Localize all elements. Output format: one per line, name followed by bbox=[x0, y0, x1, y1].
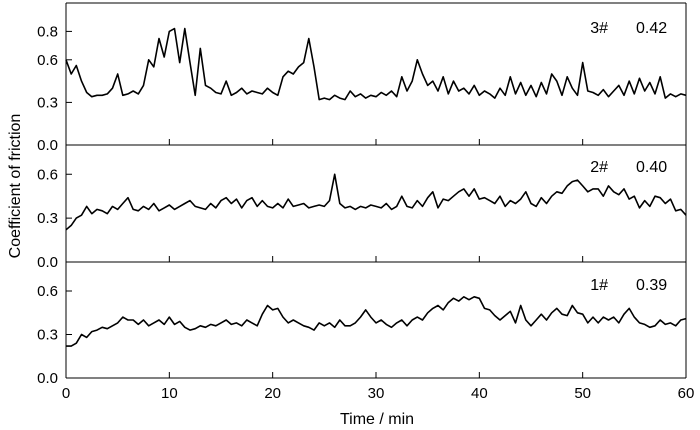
x-tick-label: 40 bbox=[471, 385, 488, 402]
panel-3: 0.0 0.3 0.6 1# 0.39 bbox=[37, 277, 687, 387]
x-axis-title: Time / min bbox=[340, 411, 414, 428]
y-tick-label: 0.6 bbox=[37, 52, 58, 69]
x-tick-label: 10 bbox=[161, 385, 178, 402]
y-tick-label: 0.0 bbox=[37, 137, 58, 154]
series-line-1# bbox=[66, 296, 687, 347]
x-tick-label: 30 bbox=[368, 385, 385, 402]
y-tick-label: 0.3 bbox=[37, 210, 58, 227]
y-tick-label: 0.6 bbox=[37, 166, 58, 183]
y-tick-label: 0.3 bbox=[37, 94, 58, 111]
y-tick-label: 0.3 bbox=[37, 327, 58, 344]
series-line-2# bbox=[65, 173, 687, 231]
y-axis-title: Coefficient of friction bbox=[7, 114, 24, 259]
x-tick-label: 0 bbox=[62, 385, 70, 402]
x-tick-label: 20 bbox=[264, 385, 281, 402]
panel-mean-value: 0.42 bbox=[636, 20, 667, 37]
y-tick-label: 0.6 bbox=[37, 283, 58, 300]
panel-mean-value: 0.39 bbox=[636, 277, 667, 294]
series-line-3# bbox=[65, 27, 687, 101]
y-tick-label: 0.0 bbox=[37, 370, 58, 387]
panel-sample-label: 3# bbox=[590, 20, 608, 37]
panel-sample-label: 1# bbox=[590, 277, 608, 294]
x-tick-label: 50 bbox=[574, 385, 591, 402]
y-tick-label: 0.0 bbox=[37, 254, 58, 271]
panels: 0.00.30.60.8 3# 0.420.00.30.6 2# 0.400.00.30… bbox=[37, 2, 695, 402]
panel-mean-value: 0.40 bbox=[636, 159, 667, 176]
panel-2: 0.0 0.3 0.6 2# 0.40 bbox=[37, 159, 687, 271]
panel-sample-label: 2# bbox=[590, 159, 608, 176]
y-tick-label: 0.8 bbox=[37, 23, 58, 40]
x-tick-label: 60 bbox=[678, 385, 695, 402]
panel-1: 0.0 0.3 0.6 0.8 3# 0.42 bbox=[37, 20, 687, 154]
